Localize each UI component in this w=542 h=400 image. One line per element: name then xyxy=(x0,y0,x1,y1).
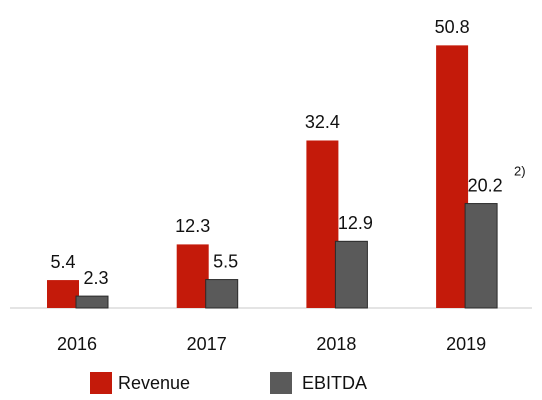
bar xyxy=(176,244,209,308)
legend-label: Revenue xyxy=(118,373,190,393)
data-label: 2.3 xyxy=(83,268,108,288)
bar xyxy=(75,295,109,309)
data-label: 20.2 xyxy=(468,175,503,195)
legend-swatch xyxy=(90,372,112,394)
data-label: 12.3 xyxy=(175,216,210,236)
legend-swatch xyxy=(270,372,292,394)
x-tick-label: 2016 xyxy=(57,334,97,354)
data-label: 50.8 xyxy=(435,17,470,37)
bar xyxy=(464,203,498,309)
bar xyxy=(436,45,469,308)
x-tick-label: 2017 xyxy=(187,334,227,354)
bar xyxy=(306,140,339,308)
data-label: 12.9 xyxy=(338,213,373,233)
annotation: 2) xyxy=(514,163,526,178)
data-label: 5.5 xyxy=(213,251,238,271)
data-label: 5.4 xyxy=(50,252,75,272)
bar xyxy=(334,240,368,309)
bar xyxy=(47,280,79,308)
data-label: 32.4 xyxy=(305,112,340,132)
bar xyxy=(205,279,239,309)
x-tick-label: 2018 xyxy=(316,334,356,354)
x-tick-label: 2019 xyxy=(446,334,486,354)
legend-label: EBITDA xyxy=(302,373,367,393)
